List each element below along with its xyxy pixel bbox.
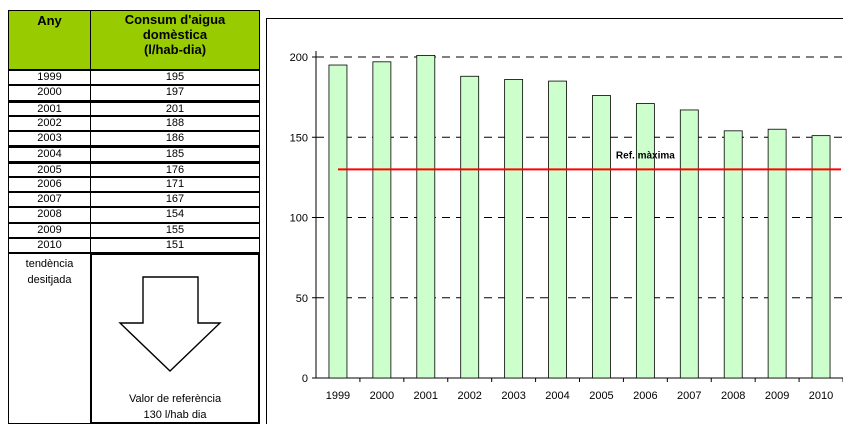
x-tick-label: 2001 (414, 390, 438, 402)
header-consumption-line-1: Consum d'aigua (124, 12, 226, 27)
x-tick-label: 2008 (721, 390, 745, 402)
table-row: 2008 154 (8, 207, 260, 223)
year-cell: 2005 (8, 161, 91, 177)
consumption-cell: 195 (90, 70, 260, 86)
consumption-cell: 155 (90, 222, 260, 238)
consumption-cell: 185 (90, 146, 260, 162)
year-cell: 2009 (8, 222, 91, 238)
down-arrow-icon (118, 276, 222, 372)
reference-value-line-2: 130 l/hab dia (143, 409, 207, 421)
table-row: 2006 171 (8, 176, 260, 193)
desired-trend-line-2: desitjada (27, 274, 72, 286)
table-row: 2001 201 (8, 100, 260, 116)
consumption-cell: 171 (90, 176, 260, 193)
year-cell: 2010 (8, 237, 91, 254)
header-year: Any (8, 10, 91, 70)
consumption-cell: 201 (90, 100, 260, 116)
consumption-cell: 167 (90, 192, 260, 208)
bar (811, 135, 831, 379)
year-cell: 2000 (8, 85, 91, 101)
year-cell: 2002 (8, 115, 91, 132)
bar (723, 130, 743, 379)
y-tick-label: 0 (302, 373, 308, 385)
bar (635, 103, 655, 379)
y-tick-label: 100 (290, 213, 308, 225)
table-row: 1999 195 (8, 70, 260, 86)
bar (679, 109, 699, 379)
reference-value-line-1: Valor de referència (128, 393, 222, 405)
year-cell: 1999 (8, 70, 91, 86)
x-tick-label: 2009 (765, 390, 789, 402)
x-tick-label: 2010 (809, 390, 833, 402)
bar (548, 80, 567, 379)
consumption-cell: 186 (90, 131, 260, 147)
table-row: 2000 197 (8, 85, 260, 101)
bar (460, 75, 480, 379)
x-tick-label: 2003 (501, 390, 525, 402)
table-row: 2003 186 (8, 131, 260, 147)
y-tick-label: 50 (296, 293, 308, 305)
desired-trend-label: tendència desitjada (8, 253, 91, 424)
bar (504, 79, 524, 379)
table-row: 2010 151 (8, 237, 260, 254)
header-consumption-line-3: (l/hab-dia) (143, 42, 207, 57)
year-cell: 2001 (8, 100, 91, 116)
year-cell: 2004 (8, 146, 91, 162)
bar (592, 95, 611, 379)
x-tick-label: 2004 (545, 390, 569, 402)
consumption-cell: 154 (90, 207, 260, 223)
y-tick-label: 150 (290, 132, 308, 144)
consumption-cell: 188 (90, 115, 260, 132)
x-tick-label: 2006 (633, 390, 657, 402)
bar (328, 64, 348, 379)
year-cell: 2003 (8, 131, 91, 147)
header-consumption-line-2: domèstica (142, 27, 208, 42)
bar (372, 61, 392, 379)
table-row: 2007 167 (8, 192, 260, 208)
reference-value-cell: Valor de referència 130 l/hab dia (90, 253, 260, 424)
table-row: 2005 176 (8, 161, 260, 177)
year-cell: 2006 (8, 176, 91, 193)
table-row: 2002 188 (8, 115, 260, 132)
consumption-table: Any Consum d'aigua domèstica (l/hab-dia)… (8, 10, 260, 424)
table-row: 2004 185 (8, 146, 260, 162)
x-tick-label: 1999 (326, 390, 350, 402)
year-cell: 2007 (8, 192, 91, 208)
year-cell: 2008 (8, 207, 91, 223)
header-consumption: Consum d'aigua domèstica (l/hab-dia) (90, 10, 260, 70)
consumption-cell: 151 (90, 237, 260, 254)
bar (416, 54, 436, 379)
consumption-bar-chart: 0 50 100 150 200 1999 2000 2001 2002 2003 2004 2005… (290, 51, 843, 402)
bar (767, 128, 787, 379)
x-tick-label: 2005 (589, 390, 613, 402)
chart-frame (266, 18, 843, 424)
consumption-cell: 176 (90, 161, 260, 177)
x-tick-label: 2007 (677, 390, 701, 402)
y-tick-label: 200 (290, 52, 308, 64)
x-tick-label: 2002 (457, 390, 481, 402)
consumption-cell: 197 (90, 85, 260, 101)
desired-trend-line-1: tendència (25, 258, 74, 270)
table-row: 2009 155 (8, 222, 260, 238)
reference-line-label: Ref. màxima (616, 150, 675, 161)
x-tick-label: 2000 (370, 390, 394, 402)
